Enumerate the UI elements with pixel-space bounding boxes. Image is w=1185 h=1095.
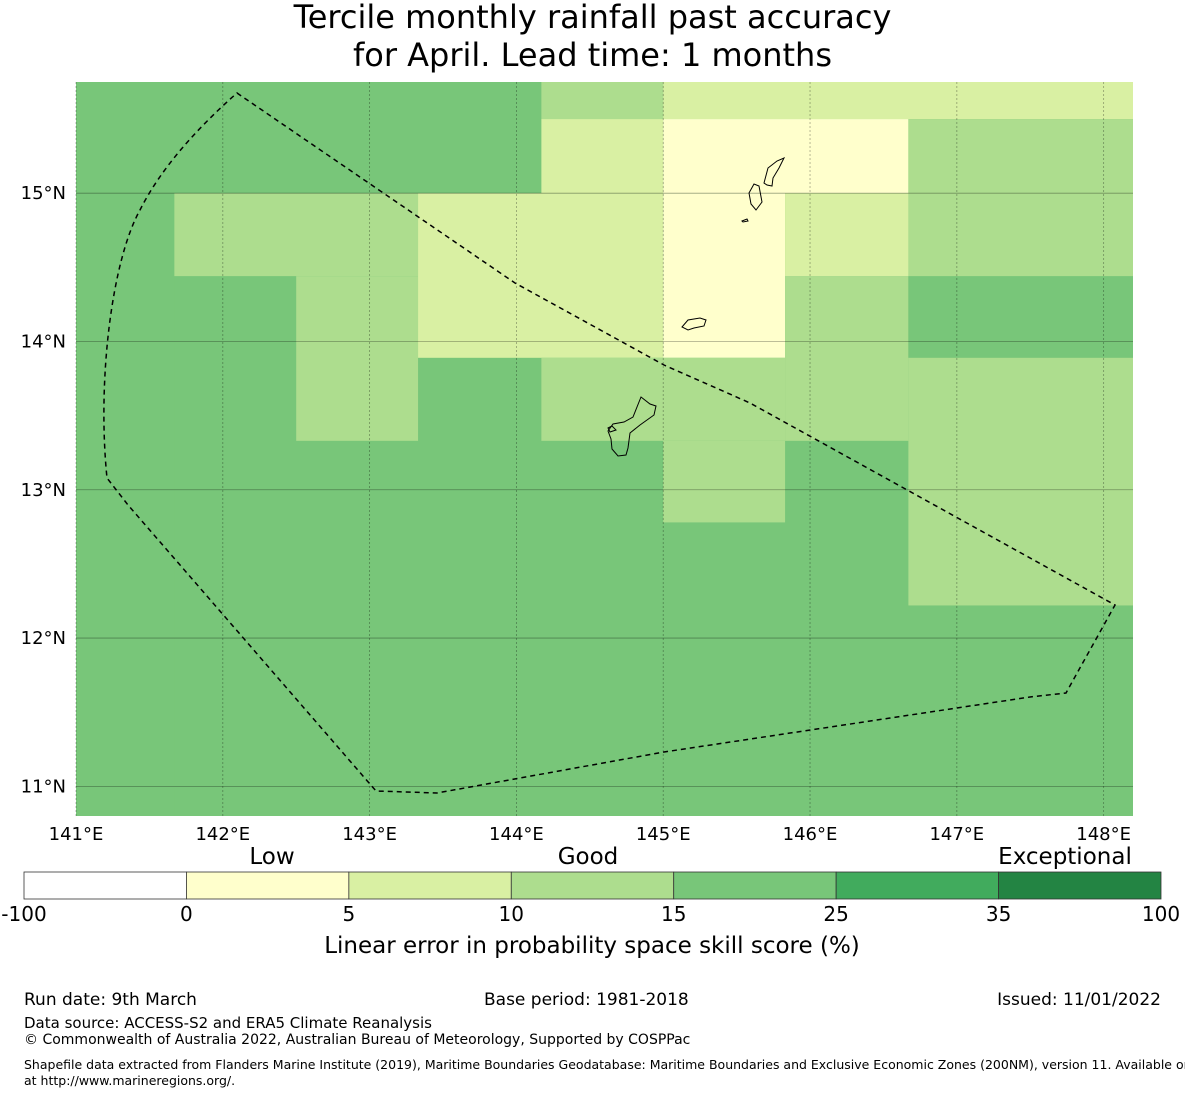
skill-cell: [76, 82, 542, 194]
colorbar-word-low: Low: [249, 844, 294, 870]
latitude-tick-label: 11°N: [21, 776, 66, 797]
colorbar-boundary-label: -100: [1, 902, 46, 926]
shapefile-credit-line-1: Shapefile data extracted from Flanders M…: [24, 1057, 1185, 1072]
skill-cell: [174, 276, 297, 817]
skill-cell: [663, 82, 1133, 120]
colorbar-bin: [835, 871, 999, 900]
colorbar: Low Good Exceptional -100 0 5 10 15 25 35 100 L…: [1, 844, 1180, 959]
colorbar-boundary-label: 10: [499, 902, 524, 926]
skill-cell: [174, 193, 419, 277]
colorbar-boundary-label: 0: [180, 902, 193, 926]
base-period: Base period: 1981-2018: [484, 990, 689, 1010]
colorbar-boundary-label: 15: [661, 902, 686, 926]
tinian-island: [748, 183, 763, 211]
colorbar-boundary-label: 35: [986, 902, 1011, 926]
colorbar-bin: [186, 871, 350, 900]
skill-cell: [541, 82, 664, 120]
map-figure: 141°E 142°E 143°E 144°E 145°E 146°E 147°E 148°E…: [1, 82, 1180, 959]
longitude-tick-labels: 141°E 142°E 143°E 144°E 145°E 146°E 147°E 148°E: [49, 824, 1131, 845]
map-area: [75, 82, 1133, 817]
colorbar-boundary-labels: -100 0 5 10 15 25 35 100: [1, 902, 1180, 926]
map-title-line-1: Tercile monthly rainfall past accuracy: [293, 0, 892, 36]
skill-cell: [541, 119, 664, 194]
skill-cell: [76, 193, 175, 816]
longitude-tick-label: 147°E: [929, 824, 984, 845]
latitude-tick-label: 14°N: [21, 331, 66, 352]
latitude-tick-label: 15°N: [21, 183, 66, 204]
run-date: Run date: 9th March: [24, 990, 197, 1010]
skill-cell: [663, 193, 786, 358]
colorbar-boundary-label: 5: [342, 902, 355, 926]
issued-date: Issued: 11/01/2022: [997, 990, 1161, 1010]
latitude-tick-labels: 11°N 12°N 13°N 14°N 15°N: [21, 183, 66, 797]
rota-island: [681, 317, 707, 331]
skill-grid-cells: [76, 82, 1133, 817]
colorbar-bin: [348, 871, 512, 900]
skill-cell: [908, 119, 1133, 277]
colorbar-boundary-label: 100: [1142, 902, 1180, 926]
skill-cell: [785, 193, 909, 277]
colorbar-label: Linear error in probability space skill …: [324, 933, 860, 959]
map-title-line-2: for April. Lead time: 1 months: [352, 36, 832, 74]
data-source: Data source: ACCESS-S2 and ERA5 Climate …: [24, 1014, 432, 1032]
shapefile-credit-line-2: at http://www.marineregions.org/.: [24, 1073, 236, 1088]
skill-cell: [418, 193, 664, 358]
guam-island: [607, 396, 657, 457]
skill-cell: [785, 276, 909, 441]
skill-cell: [541, 357, 786, 441]
skill-cell: [296, 276, 419, 441]
skill-cell: [663, 119, 909, 194]
longitude-tick-label: 144°E: [489, 824, 544, 845]
colorbar-bin: [510, 871, 675, 900]
skill-cell: [908, 357, 1133, 606]
aguijan-island: [741, 218, 749, 223]
guam-islet: [607, 425, 617, 433]
longitude-tick-label: 143°E: [342, 824, 397, 845]
colorbar-bins: [23, 871, 1162, 900]
longitude-tick-label: 146°E: [783, 824, 838, 845]
longitude-tick-label: 148°E: [1076, 824, 1131, 845]
latitude-tick-label: 13°N: [21, 480, 66, 501]
colorbar-boundary-label: 25: [823, 902, 848, 926]
colorbar-word-good: Good: [558, 844, 619, 870]
colorbar-bin: [23, 871, 187, 900]
map-gridlines: [75, 82, 1133, 816]
longitude-tick-label: 145°E: [636, 824, 691, 845]
colorbar-bin: [673, 871, 837, 900]
skill-cell: [908, 276, 1133, 358]
eez-boundary-dashed: [103, 92, 1117, 794]
saipan-island: [763, 157, 786, 187]
skill-cell: [663, 440, 786, 523]
colorbar-bin: [998, 871, 1162, 900]
colorbar-word-exceptional: Exceptional: [998, 844, 1132, 870]
latitude-tick-label: 12°N: [21, 628, 66, 649]
longitude-tick-label: 142°E: [195, 824, 250, 845]
longitude-tick-label: 141°E: [49, 824, 104, 845]
copyright-notice: © Commonwealth of Australia 2022, Austra…: [24, 1032, 691, 1048]
islands: [607, 157, 786, 457]
